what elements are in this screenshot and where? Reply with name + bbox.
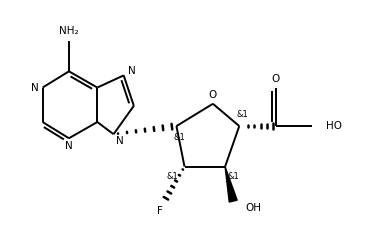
Polygon shape: [225, 167, 237, 202]
Text: &1: &1: [237, 110, 249, 119]
Text: HO: HO: [326, 121, 342, 131]
Text: N: N: [128, 66, 136, 76]
Text: &1: &1: [166, 172, 178, 181]
Text: NH₂: NH₂: [59, 26, 79, 36]
Text: OH: OH: [245, 204, 261, 213]
Text: N: N: [31, 83, 38, 93]
Text: &1: &1: [227, 172, 239, 181]
Text: &1: &1: [174, 133, 185, 142]
Text: N: N: [65, 141, 73, 151]
Text: O: O: [209, 90, 217, 100]
Text: F: F: [157, 206, 163, 216]
Text: O: O: [272, 74, 280, 84]
Text: N: N: [116, 137, 123, 146]
